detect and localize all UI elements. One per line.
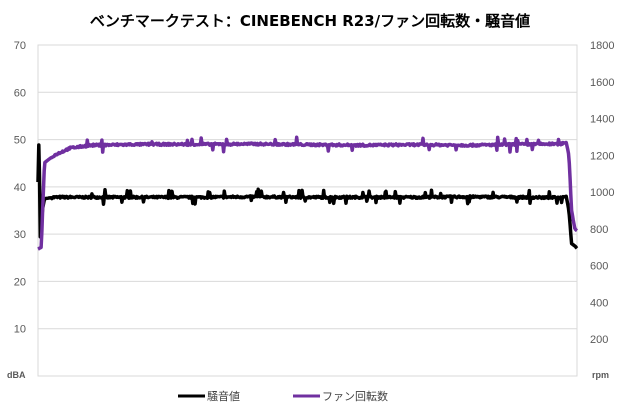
legend-label-noise: 騒音値: [207, 389, 240, 403]
series-line-fan-rpm: [37, 135, 579, 251]
legend: 騒音値 ファン回転数: [178, 389, 388, 403]
left-tick-label: 30: [14, 229, 26, 241]
legend-label-fan-rpm: ファン回転数: [322, 390, 388, 403]
left-tick-label: 60: [14, 87, 26, 99]
right-tick-label: 1400: [590, 114, 614, 126]
left-axis-ticks: 10 20 30 40 50 60 70: [14, 40, 26, 336]
left-tick-label: 10: [14, 324, 26, 336]
left-tick-label: 70: [14, 40, 26, 52]
right-tick-label: 1800: [590, 40, 614, 52]
right-tick-label: 400: [590, 297, 608, 309]
left-tick-label: 20: [14, 276, 26, 288]
chart-title: ベンチマークテスト：CINEBENCH R23/ファン回転数・騒音値: [90, 12, 530, 30]
right-tick-label: 1000: [590, 187, 614, 199]
right-tick-label: 1200: [590, 150, 614, 162]
series-lines: [36, 135, 579, 251]
right-tick-label: 1600: [590, 77, 614, 89]
right-axis-unit: rpm: [592, 370, 609, 380]
right-axis-ticks: 200 400 600 800 1000 1200 1400 1600 1800: [590, 40, 614, 346]
plot-area: [37, 44, 578, 377]
right-tick-label: 200: [590, 334, 608, 346]
left-tick-label: 50: [14, 135, 26, 147]
right-tick-label: 600: [590, 261, 608, 273]
left-tick-label: 40: [14, 182, 26, 194]
left-axis-unit: dBA: [7, 370, 26, 380]
series-line-noise: [36, 143, 579, 250]
right-tick-label: 800: [590, 224, 608, 236]
